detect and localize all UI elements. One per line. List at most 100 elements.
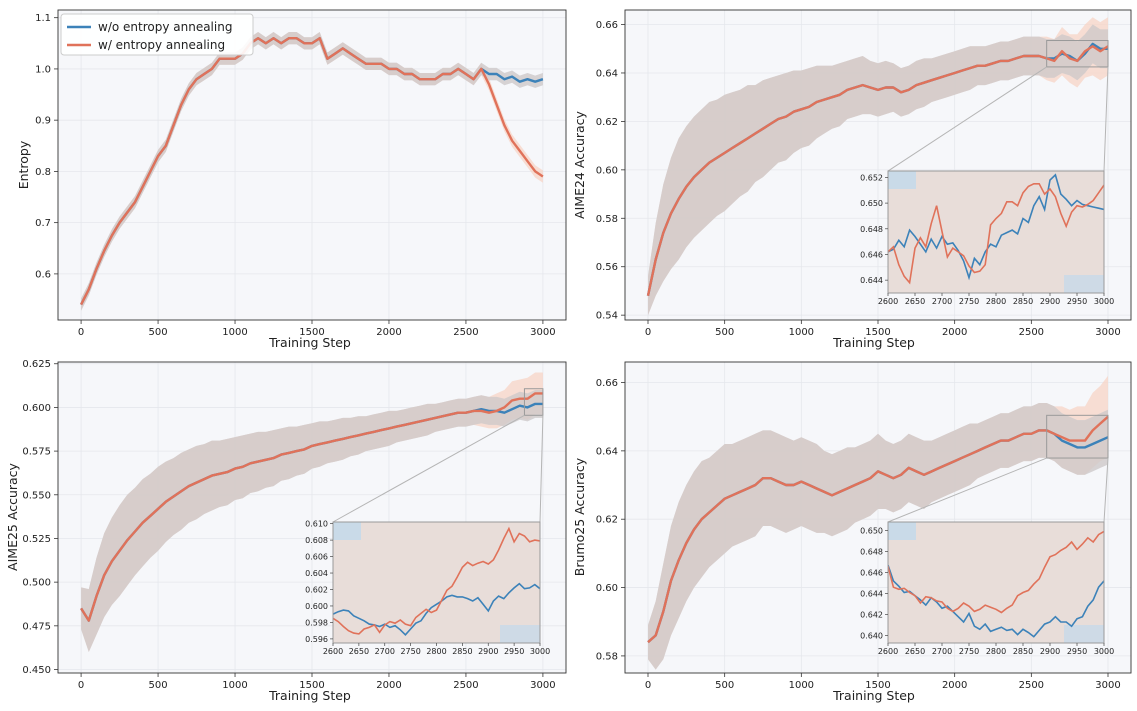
line-with-annealing <box>80 392 543 622</box>
inset-line-with-annealing <box>888 530 1104 614</box>
x-tick-label: 1000 <box>789 327 814 338</box>
legend-frame <box>60 13 254 56</box>
inset-line-with-annealing <box>333 526 540 635</box>
inset-y-tick-label: 0.608 <box>305 536 328 545</box>
inset-x-tick-label: 2650 <box>905 297 925 306</box>
x-tick-label: 3000 <box>1095 680 1120 691</box>
x-tick-label: 0 <box>78 680 84 691</box>
inset-x-tick-label: 2700 <box>932 297 952 306</box>
inset-y-tick-label: 0.650 <box>860 526 883 535</box>
x-axis-label: Training Step <box>268 688 351 703</box>
inset-band-patch <box>888 171 916 189</box>
y-tick-label: 0.66 <box>596 20 618 31</box>
inset-y-tick-label: 0.640 <box>860 632 883 641</box>
inset-band-patch <box>1064 625 1104 643</box>
inset-series-group <box>333 522 540 643</box>
inset-band-patch <box>333 522 361 540</box>
legend-label-without-annealing: w/o entropy annealing <box>98 20 232 34</box>
aime24-panel: 0 500 1000 1500 2000 2500 3000 0.54 0.56 0.58 0.60… <box>572 9 1132 350</box>
x-tick-label: 2000 <box>942 680 967 691</box>
inset-y-tick-label: 0.644 <box>860 276 883 285</box>
inset-y-tick-label: 0.604 <box>305 569 328 578</box>
inset-background <box>333 522 540 643</box>
inset-x-tick-label: 2600 <box>878 647 898 656</box>
inset-x-tick-label: 2950 <box>504 647 524 656</box>
x-tick-label: 3000 <box>530 680 555 691</box>
zoom-connector <box>887 457 1047 523</box>
y-axis-label: AIME25 Accuracy <box>5 462 20 570</box>
inset-y-tick-label: 0.610 <box>305 520 328 529</box>
inset-x-tick-label: 2900 <box>1040 647 1060 656</box>
y-tick-label: 0.62 <box>596 515 618 526</box>
x-tick-label: 2500 <box>453 680 478 691</box>
line-with-annealing <box>646 45 1109 297</box>
brumo25-panel: 0 500 1000 1500 2000 2500 3000 0.58 0.60 0.62 0.64… <box>572 361 1132 703</box>
y-tick-label: 0.625 <box>22 359 51 370</box>
x-tick-label: 500 <box>715 327 734 338</box>
y-tick-label: 0.62 <box>596 117 618 128</box>
zoom-connector <box>539 415 544 523</box>
y-axis-label: Brumo25 Accuracy <box>572 457 587 576</box>
x-tick-label: 500 <box>149 327 168 338</box>
inset-background <box>888 171 1104 293</box>
y-tick-label: 0.64 <box>596 446 618 457</box>
inset-x-tick-label: 2750 <box>959 297 979 306</box>
y-tick-label: 0.66 <box>596 378 618 389</box>
y-tick-label: 1.1 <box>35 13 51 24</box>
zoom-source-box <box>1046 414 1109 459</box>
x-tick-label: 1000 <box>222 327 247 338</box>
legend-label-with-annealing: w/ entropy annealing <box>98 38 225 52</box>
y-tick-label: 0.58 <box>596 651 618 662</box>
band-overlap <box>81 390 543 652</box>
y-tick-label: 0.60 <box>596 583 618 594</box>
inset-x-tick-label: 2600 <box>878 297 898 306</box>
inset-line-without-annealing <box>888 173 1104 281</box>
x-axis-label: Training Step <box>832 688 915 703</box>
entropy-panel: 0 500 1000 1500 2000 2500 3000 0.6 0.7 0.8 0.9 1.0 1… <box>16 9 567 350</box>
inset-x-tick-label: 2750 <box>400 647 420 656</box>
legend: w/o entropy annealing w/ entropy anneali… <box>60 13 254 56</box>
inset-band-patch <box>500 625 540 643</box>
aime25-panel: 0 500 1000 1500 2000 2500 3000 0.450 0.475 0.500 0… <box>5 359 567 703</box>
y-tick-label: 0.525 <box>22 534 51 545</box>
y-tick-label: 0.60 <box>596 165 618 176</box>
inset-line-with-annealing <box>888 183 1104 285</box>
inset-x-tick-label: 3000 <box>1094 297 1114 306</box>
band-overlap <box>648 24 1108 316</box>
y-tick-label: 0.500 <box>22 578 51 589</box>
y-tick-label: 0.600 <box>22 403 51 414</box>
x-tick-label: 1000 <box>222 680 247 691</box>
x-tick-label: 1500 <box>299 327 324 338</box>
y-tick-label: 0.58 <box>596 214 618 225</box>
inset-x-tick-label: 2800 <box>986 647 1006 656</box>
y-tick-label: 0.550 <box>22 490 51 501</box>
zoom-connector <box>332 414 525 523</box>
y-tick-label: 0.575 <box>22 447 51 458</box>
x-tick-label: 1000 <box>789 680 814 691</box>
x-tick-label: 0 <box>78 327 84 338</box>
inset-x-tick-label: 3000 <box>530 647 550 656</box>
inset-x-tick-label: 2900 <box>1040 297 1060 306</box>
inset-x-tick-label: 2650 <box>905 647 925 656</box>
inset-x-tick-label: 2800 <box>426 647 446 656</box>
y-tick-label: 0.7 <box>35 218 51 229</box>
inset-band-patch <box>888 522 916 540</box>
inset-x-tick-label: 2850 <box>1013 647 1033 656</box>
inset-y-tick-label: 0.596 <box>305 635 328 644</box>
inset-series-group <box>888 171 1104 293</box>
inset-x-tick-label: 2900 <box>478 647 498 656</box>
inset-x-tick-label: 2950 <box>1067 647 1087 656</box>
inset-x-tick-label: 2950 <box>1067 297 1087 306</box>
y-axis-label: Entropy <box>16 140 31 189</box>
line-with-annealing <box>80 37 544 306</box>
y-axis-label: AIME24 Accuracy <box>572 110 587 218</box>
y-tick-label: 0.64 <box>596 68 618 79</box>
zoom-connector <box>887 66 1047 172</box>
inset-y-tick-label: 0.602 <box>305 585 328 594</box>
y-tick-label: 0.54 <box>596 311 618 322</box>
series-group <box>646 17 1109 316</box>
y-tick-label: 0.56 <box>596 262 618 273</box>
series-group <box>647 375 1109 670</box>
x-tick-label: 1500 <box>299 680 324 691</box>
